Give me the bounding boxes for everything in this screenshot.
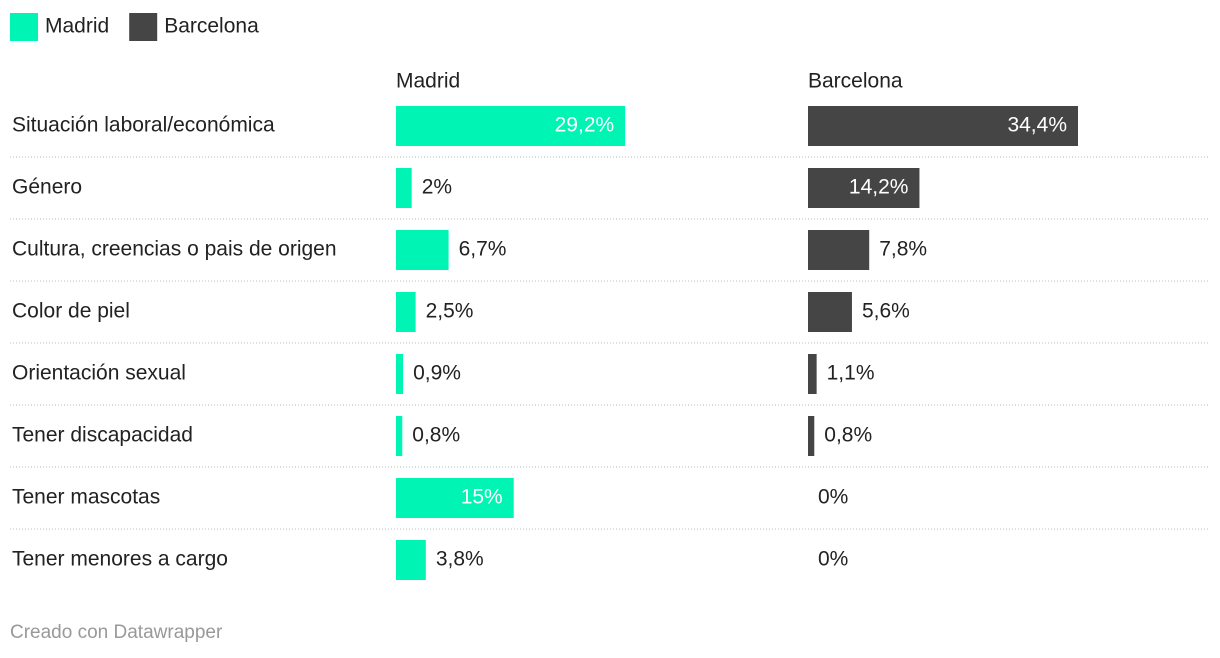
legend-label: Madrid: [45, 15, 109, 38]
value-label: 15%: [461, 486, 503, 509]
bar: [808, 168, 920, 208]
value-label: 0,9%: [413, 362, 461, 385]
legend-swatch: [129, 13, 158, 41]
legend-swatch: [10, 13, 38, 41]
bar: [396, 230, 449, 270]
column-header: Barcelona: [808, 70, 903, 93]
column-header: Madrid: [396, 70, 460, 93]
category-label: Situación laboral/económica: [12, 114, 275, 137]
bar: [396, 540, 426, 580]
value-label: 29,2%: [555, 114, 615, 137]
bar: [808, 416, 815, 456]
value-label: 14,2%: [849, 176, 909, 199]
value-label: 2%: [422, 176, 452, 199]
value-label: 6,7%: [459, 238, 507, 261]
bar: [396, 168, 412, 208]
bar: [396, 292, 416, 332]
bar: [808, 292, 852, 332]
value-label: 0,8%: [412, 424, 460, 447]
bar: [808, 106, 1078, 146]
value-label: 0%: [818, 486, 848, 509]
bar: [808, 354, 817, 394]
value-label: 0%: [818, 548, 848, 571]
bar: [396, 416, 403, 456]
category-label: Tener discapacidad: [12, 424, 193, 447]
category-label: Tener menores a cargo: [12, 548, 228, 571]
bar: [396, 354, 404, 394]
value-label: 5,6%: [862, 300, 910, 323]
legend-label: Barcelona: [164, 15, 259, 38]
value-label: 34,4%: [1007, 114, 1067, 137]
value-label: 2,5%: [426, 300, 474, 323]
value-label: 0,8%: [824, 424, 872, 447]
value-label: 3,8%: [436, 548, 484, 571]
category-label: Tener mascotas: [12, 486, 160, 509]
bar: [808, 230, 870, 270]
category-label: Género: [12, 176, 82, 199]
footer: Creado con Datawrapper: [10, 622, 223, 643]
value-label: 1,1%: [827, 362, 875, 385]
bar: [396, 106, 626, 146]
category-label: Orientación sexual: [12, 362, 186, 385]
category-label: Cultura, creencias o pais de origen: [12, 238, 337, 261]
value-label: 7,8%: [879, 238, 927, 261]
bar: [396, 478, 514, 518]
category-label: Color de piel: [12, 300, 130, 323]
